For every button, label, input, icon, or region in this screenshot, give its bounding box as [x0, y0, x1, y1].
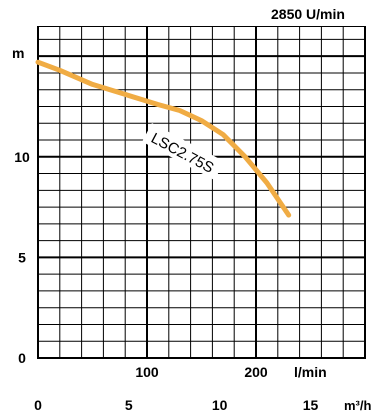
x-axis-label-lmin: l/min — [294, 364, 327, 380]
x-tick-labels-lmin: 100 200 — [135, 364, 268, 380]
grid — [37, 25, 366, 359]
x-axis-label-m3h: m³/h — [344, 398, 372, 413]
x-tick-label-lmin: 200 — [244, 364, 268, 380]
y-tick-label: 10 — [14, 149, 30, 165]
x-tick-label-m3h: 10 — [212, 397, 228, 413]
x-tick-label-lmin: 100 — [135, 364, 159, 380]
series-line-lsc2-75s — [35, 59, 292, 218]
series-label-background — [142, 123, 225, 181]
y-tick-label: 0 — [18, 350, 26, 366]
x-tick-label-m3h: 5 — [125, 397, 133, 413]
header-band — [0, 0, 385, 26]
y-axis-label: m — [12, 45, 24, 61]
x-tick-label-m3h: 15 — [303, 397, 319, 413]
x-tick-label-m3h: 0 — [34, 397, 42, 413]
speed-label: 2850 U/min — [271, 6, 345, 22]
y-tick-label: 5 — [18, 249, 26, 265]
y-tick-labels: 0 5 10 — [14, 149, 30, 366]
x-tick-labels-m3h: 0 5 10 15 — [34, 397, 318, 413]
